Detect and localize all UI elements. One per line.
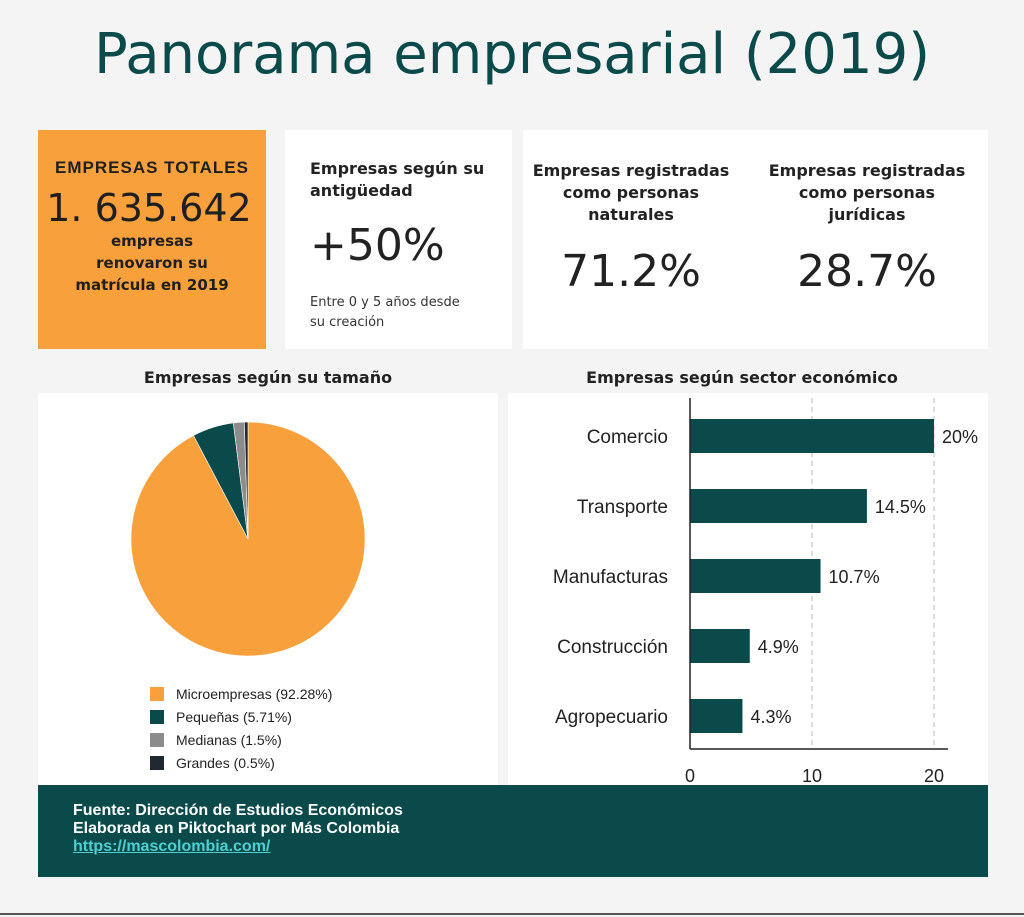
legend-item: Microempresas (92.28%) bbox=[150, 682, 332, 705]
category-label: Construcción bbox=[557, 637, 668, 658]
x-tick-label: 10 bbox=[802, 766, 822, 785]
category-label: Manufacturas bbox=[553, 567, 668, 588]
legend-swatch bbox=[150, 709, 164, 724]
pie-legend: Microempresas (92.28%) Pequeñas (5.71%) Me… bbox=[150, 682, 332, 774]
legend-swatch bbox=[150, 732, 164, 747]
legend-label: Medianas (1.5%) bbox=[176, 731, 282, 748]
natural-persons-value: 71.2% bbox=[561, 246, 701, 297]
legend-swatch bbox=[150, 686, 164, 701]
pie-chart-card: Microempresas (92.28%) Pequeñas (5.71%) Me… bbox=[38, 393, 498, 785]
x-tick-label: 20 bbox=[924, 766, 944, 785]
legend-item: Grandes (0.5%) bbox=[150, 751, 332, 774]
bar-chart-card: Comercio 20% Transporte 14.5% Manufacturas 10… bbox=[508, 393, 988, 786]
footer-link[interactable]: https://mascolombia.com/ bbox=[73, 838, 271, 855]
bottom-divider bbox=[0, 913, 1024, 915]
age-note: Entre 0 y 5 años desde su creación bbox=[310, 295, 460, 330]
legal-persons-value: 28.7% bbox=[797, 246, 937, 297]
bar-0 bbox=[690, 419, 934, 453]
legal-persons-label: Empresas registradas como personas juríd… bbox=[768, 161, 966, 224]
legend-label: Pequeñas (5.71%) bbox=[176, 708, 292, 725]
age-value: +50% bbox=[310, 220, 445, 271]
natural-persons-label: Empresas registradas como personas natur… bbox=[532, 161, 730, 224]
category-label: Transporte bbox=[577, 497, 668, 518]
data-label: 4.3% bbox=[750, 707, 791, 727]
legend-item: Pequeñas (5.71%) bbox=[150, 705, 332, 728]
pie-chart bbox=[130, 421, 366, 657]
data-label: 10.7% bbox=[829, 567, 880, 587]
total-companies-card: EMPRESAS TOTALES 1. 635.642 empresas ren… bbox=[38, 130, 266, 349]
registration-card: Empresas registradas como personas natur… bbox=[523, 130, 988, 349]
category-label: Agropecuario bbox=[555, 707, 668, 728]
legend-label: Grandes (0.5%) bbox=[176, 754, 275, 771]
bar-chart-title: Empresas según sector económico bbox=[586, 368, 898, 387]
legend-swatch bbox=[150, 755, 164, 770]
pie-chart-title: Empresas según su tamaño bbox=[143, 368, 393, 387]
bar-1 bbox=[690, 489, 867, 523]
bar-chart: Comercio 20% Transporte 14.5% Manufacturas 10… bbox=[553, 398, 978, 786]
data-label: 4.9% bbox=[758, 637, 799, 657]
data-label: 20% bbox=[942, 427, 978, 447]
data-label: 14.5% bbox=[875, 497, 926, 517]
x-tick-label: 0 bbox=[685, 766, 695, 785]
bar-4 bbox=[690, 699, 743, 733]
footer: Fuente: Dirección de Estudios Económicos… bbox=[38, 785, 988, 877]
pie-slice-grandes bbox=[244, 421, 249, 540]
legal-persons-stat: Empresas registradas como personas juríd… bbox=[757, 160, 977, 297]
total-companies-label: EMPRESAS TOTALES bbox=[55, 158, 249, 177]
footer-source: Fuente: Dirección de Estudios Económicos bbox=[73, 802, 403, 819]
page-title: Panorama empresarial (2019) bbox=[93, 22, 931, 87]
footer-credit: Elaborada en Piktochart por Más Colombia bbox=[73, 820, 400, 837]
natural-persons-stat: Empresas registradas como personas natur… bbox=[521, 160, 741, 297]
legend-item: Medianas (1.5%) bbox=[150, 728, 332, 751]
bar-2 bbox=[690, 559, 821, 593]
age-label: Empresas según su antigüedad bbox=[310, 159, 485, 200]
legend-label: Microempresas (92.28%) bbox=[176, 685, 333, 702]
total-companies-value: 1. 635.642 bbox=[46, 186, 252, 230]
category-label: Comercio bbox=[587, 427, 668, 448]
age-card: Empresas según su antigüedad +50% Entre … bbox=[285, 130, 512, 349]
bar-3 bbox=[690, 629, 750, 663]
total-companies-caption: empresas renovaron su matrícula en 2019 bbox=[75, 232, 229, 294]
